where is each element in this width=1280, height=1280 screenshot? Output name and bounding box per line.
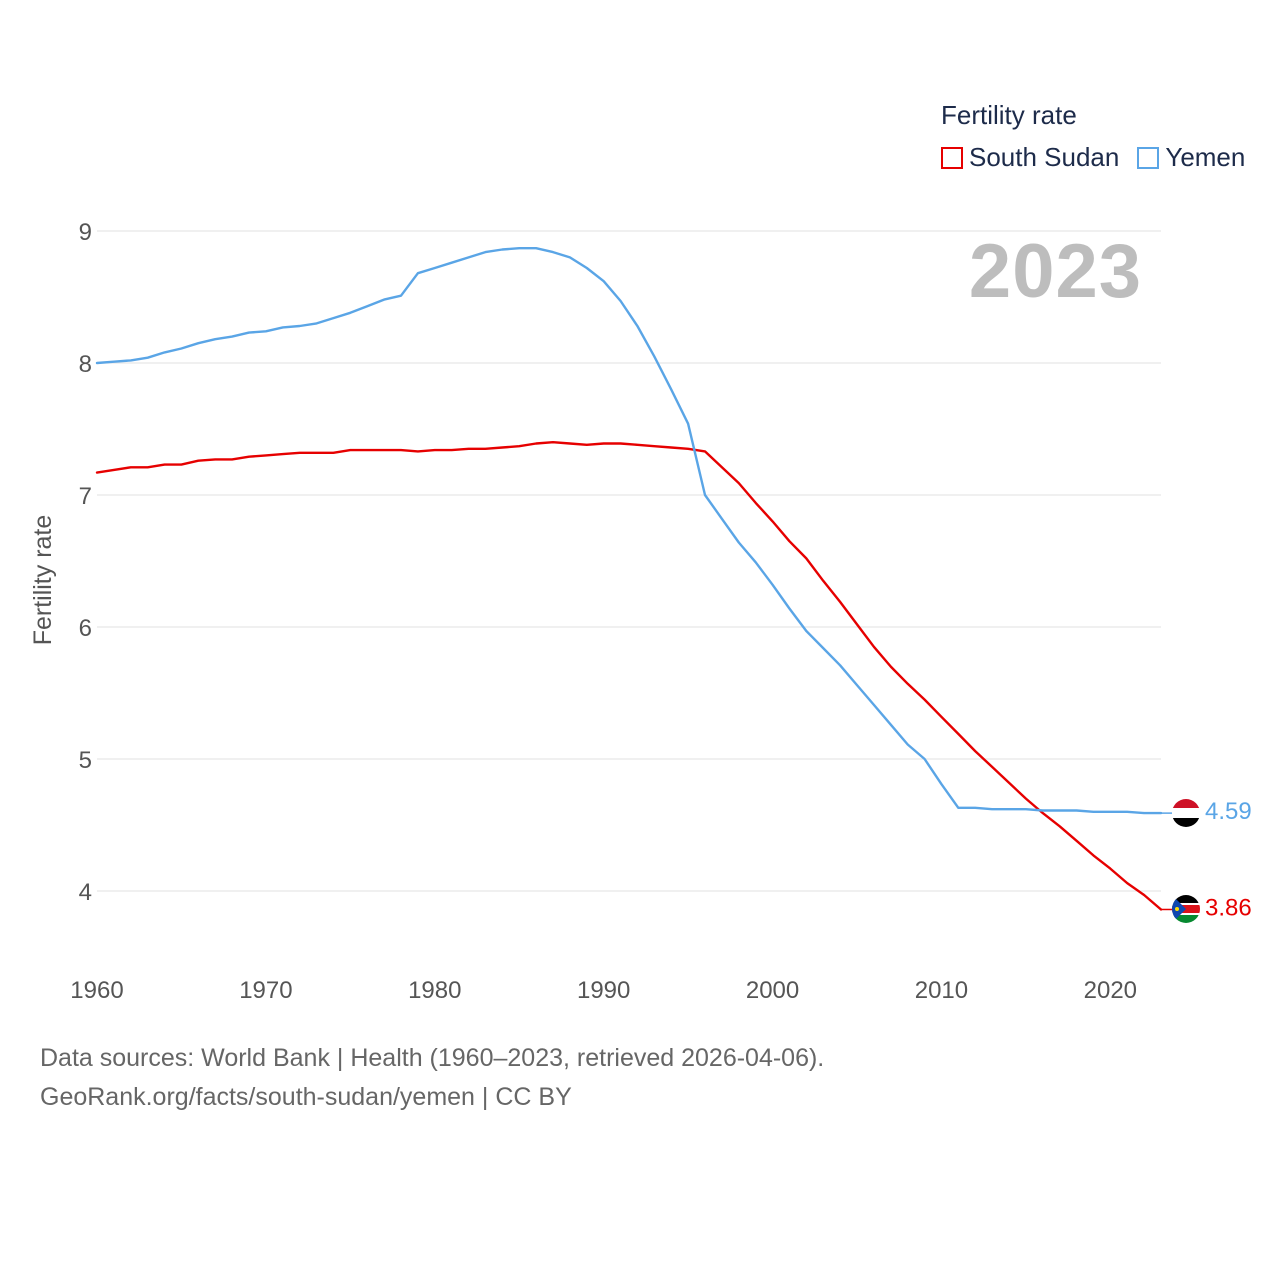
y-tick-label: 5: [79, 747, 92, 774]
series-lines: [95, 246, 1163, 911]
x-tick-label: 2020: [1084, 977, 1137, 1004]
end-value-label-yemen: 4.59: [1205, 798, 1252, 825]
y-tick-label: 4: [79, 879, 92, 906]
legend-swatch-yemen: [1137, 146, 1160, 169]
end-value-label-south-sudan: 3.86: [1205, 894, 1252, 921]
south-sudan-flag-icon: [1172, 895, 1200, 923]
series-line-south-sudan: [95, 441, 1163, 911]
x-tick-label: 2010: [915, 977, 968, 1004]
end-markers: 3.86 4.59: [1161, 798, 1252, 921]
legend-label-south-sudan: South Sudan: [969, 142, 1120, 172]
y-axis-title: Fertility rate: [29, 515, 57, 646]
legend-swatch-south-sudan: [941, 146, 963, 169]
legend-label-yemen: Yemen: [1165, 142, 1246, 172]
legend-title: Fertility rate: [941, 100, 1077, 130]
x-tick-label: 1960: [70, 977, 123, 1004]
x-tick-label: 1980: [408, 977, 461, 1004]
footer-sources: Data sources: World Bank | Health (1960–…: [40, 1044, 825, 1072]
current-year-label: 2023: [968, 229, 1142, 314]
x-axis-ticks: 1960 1970 1980 1990 2000 2010 2020: [70, 977, 1137, 1004]
x-tick-label: 2000: [746, 977, 799, 1004]
y-tick-label: 7: [79, 483, 92, 510]
footer-attribution: GeoRank.org/facts/south-sudan/yemen | CC…: [40, 1083, 572, 1111]
legend-item-yemen[interactable]: Yemen: [1137, 142, 1245, 173]
y-tick-label: 6: [79, 615, 92, 642]
y-axis-ticks: 4 5 6 7 8 9: [79, 219, 92, 906]
x-tick-label: 1990: [577, 977, 630, 1004]
y-tick-label: 9: [79, 219, 92, 246]
yemen-flag-icon: [1172, 799, 1200, 827]
y-tick-label: 8: [79, 351, 92, 378]
series-line-yemen: [95, 246, 1163, 815]
grid-lines: [97, 230, 1161, 892]
x-tick-label: 1970: [239, 977, 292, 1004]
legend: South Sudan Yemen: [941, 142, 1263, 173]
legend-item-south-sudan[interactable]: South Sudan: [941, 142, 1119, 173]
